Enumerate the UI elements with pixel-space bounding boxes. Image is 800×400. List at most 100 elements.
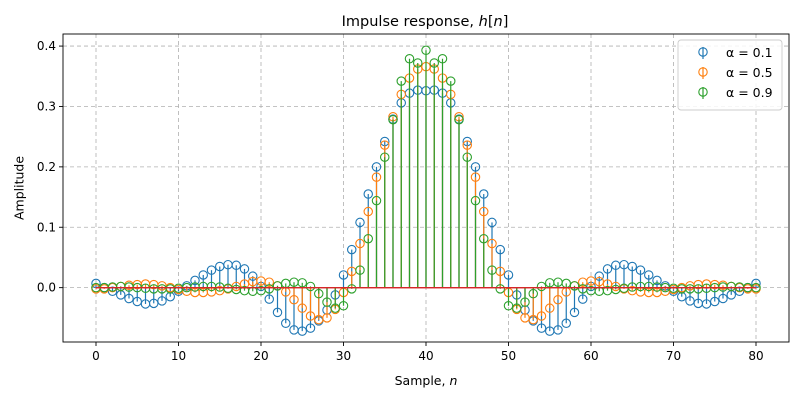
stem-marker	[454, 115, 464, 125]
stem-marker	[363, 189, 373, 199]
stem-marker	[602, 264, 613, 274]
stem-marker	[421, 45, 431, 56]
legend: α = 0.1 α = 0.5 α = 0.9	[677, 39, 783, 111]
stem-marker	[289, 294, 299, 305]
stem-marker	[536, 281, 547, 292]
stem-marker	[561, 318, 571, 329]
stem-marker	[371, 195, 382, 206]
stem-marker	[412, 58, 423, 68]
stem-marker	[264, 277, 274, 287]
stem-marker	[429, 58, 439, 68]
title-part: h	[479, 14, 488, 30]
y-tick-label: 0.2	[37, 160, 56, 174]
stem-marker	[371, 172, 382, 182]
stem-marker	[544, 303, 555, 313]
stem-marker	[718, 293, 728, 304]
stem-marker	[322, 313, 332, 323]
stem-marker	[536, 311, 547, 321]
stem-marker	[198, 270, 209, 280]
stem-marker	[528, 288, 538, 299]
stem-marker	[487, 217, 497, 228]
stem-marker	[338, 270, 349, 280]
stem-marker	[388, 115, 398, 125]
y-axis-label: Amplitude	[12, 156, 27, 220]
stem-marker	[322, 297, 332, 307]
stem-marker	[297, 303, 307, 313]
stem-marker	[536, 323, 547, 333]
stem-marker	[313, 288, 324, 299]
stem-marker	[280, 318, 291, 329]
stem-marker	[445, 76, 456, 86]
stem-marker	[495, 284, 505, 294]
x-tick-label: 20	[253, 349, 268, 363]
y-tick-label: 0.4	[37, 39, 56, 53]
stem-marker	[495, 244, 505, 255]
stem-marker	[528, 314, 538, 325]
stem-marker	[379, 140, 390, 150]
stem-marker	[462, 152, 472, 162]
title-part: n	[494, 14, 503, 30]
stem-marker	[239, 264, 250, 274]
y-tick-label: 0.0	[37, 281, 56, 295]
stem-marker	[124, 293, 134, 304]
legend-label: α = 0.1	[726, 45, 773, 60]
stem-marker	[652, 275, 662, 286]
stem-marker	[305, 311, 316, 321]
stem-marker	[470, 162, 481, 172]
stem-marker	[363, 206, 373, 217]
x-tick-label: 0	[92, 349, 100, 363]
stem-marker	[355, 265, 365, 275]
stem-marker	[487, 238, 497, 249]
stem-marker	[404, 54, 415, 64]
legend-marker	[698, 67, 708, 77]
stem-marker	[297, 326, 307, 336]
stem-marker	[272, 307, 283, 318]
stem-marker	[305, 323, 316, 333]
stem-marker	[346, 244, 357, 255]
stem-marker	[470, 195, 481, 206]
stem-marker	[594, 271, 604, 281]
stem-marker	[478, 233, 489, 244]
stem-marker	[437, 54, 448, 64]
stem-marker	[363, 233, 373, 244]
stem-marker	[379, 152, 390, 162]
stem-marker	[346, 284, 357, 294]
x-tick-label: 70	[666, 349, 681, 363]
stem-marker	[396, 76, 406, 86]
ticks: 0 10 20 30 40 50 60 70 80 0.0 0.1 0.2 0.3 0.4	[37, 39, 764, 363]
stem-marker	[627, 261, 637, 272]
stem-marker	[478, 206, 489, 217]
plot-frame	[62, 33, 790, 343]
stem-marker	[635, 265, 646, 275]
stem-marker	[338, 301, 349, 311]
stem-marker	[157, 296, 167, 306]
stem-marker	[264, 294, 274, 304]
stem-marker	[462, 140, 472, 150]
stem-marker	[569, 307, 580, 318]
legend-marker	[698, 87, 708, 97]
chart-title: Impulse response, h[n]	[342, 14, 509, 30]
stem-marker	[371, 162, 382, 172]
series-2	[91, 45, 761, 313]
stem-marker	[577, 294, 588, 304]
x-tick-label: 60	[583, 349, 598, 363]
stem-marker	[643, 270, 654, 280]
stem-marker	[190, 275, 200, 286]
stem-marker	[569, 281, 580, 291]
x-tick-label: 10	[171, 349, 186, 363]
stem-marker	[231, 260, 242, 271]
stem-marker	[553, 325, 563, 335]
legend-box	[677, 39, 783, 111]
stem-marker	[305, 281, 316, 292]
title-part: [	[488, 14, 494, 30]
stem-marker	[248, 271, 258, 281]
title-part: ]	[503, 14, 509, 30]
stem-marker	[355, 238, 365, 249]
stem-marker	[297, 278, 307, 288]
title-part: Impulse response,	[342, 14, 479, 30]
legend-label: α = 0.5	[726, 65, 773, 80]
stems	[91, 45, 761, 336]
y-tick-label: 0.1	[37, 220, 56, 234]
legend-label: α = 0.9	[726, 85, 773, 100]
x-axis-label: Sample, n	[395, 373, 458, 388]
